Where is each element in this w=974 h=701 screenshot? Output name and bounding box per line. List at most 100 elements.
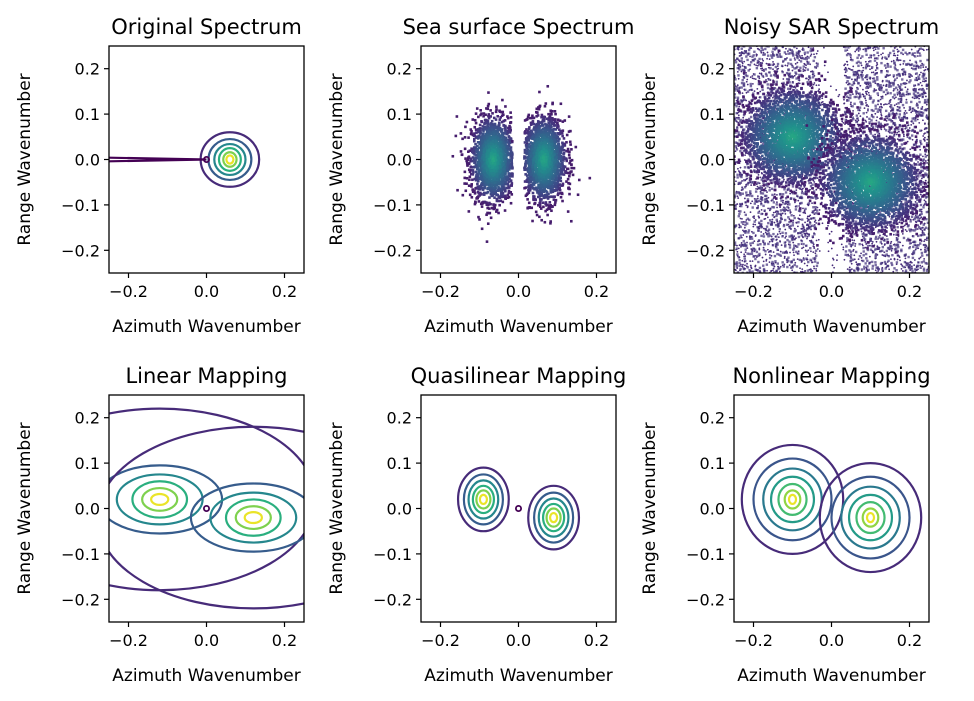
- scatter-point: [495, 108, 498, 111]
- scatter-point: [751, 82, 754, 85]
- scatter-point: [489, 153, 493, 157]
- scatter-point: [562, 159, 565, 162]
- scatter-point: [479, 129, 482, 133]
- scatter-point: [487, 114, 490, 118]
- scatter-point: [476, 137, 480, 140]
- scatter-point: [741, 64, 744, 67]
- scatter-point: [535, 155, 538, 159]
- scatter-point: [487, 176, 491, 179]
- scatter-point: [500, 144, 503, 148]
- scatter-point: [540, 218, 544, 222]
- contour-line: [217, 147, 242, 172]
- scatter-point: [560, 173, 563, 176]
- scatter-point: [910, 48, 913, 51]
- scatter-point: [537, 155, 540, 159]
- scatter-point: [527, 160, 531, 163]
- scatter-point: [784, 228, 787, 231]
- scatter-point: [498, 165, 502, 169]
- scatter-point: [531, 219, 534, 223]
- scatter-point: [460, 153, 464, 157]
- scatter-point: [474, 136, 478, 139]
- scatter-point: [551, 116, 554, 120]
- scatter-point: [753, 215, 755, 218]
- scatter-point: [470, 129, 473, 133]
- scatter-point: [461, 137, 464, 141]
- scatter-point: [892, 54, 895, 57]
- scatter-point: [546, 165, 550, 169]
- scatter-point: [884, 234, 886, 237]
- scatter-point: [470, 183, 474, 186]
- scatter-point: [488, 129, 491, 133]
- scatter-point: [454, 134, 458, 138]
- scatter-point: [465, 159, 468, 163]
- scatter-point: [508, 124, 511, 128]
- scatter-point: [526, 198, 529, 201]
- scatter-point: [479, 192, 483, 196]
- scatter-point: [507, 159, 510, 163]
- scatter-point: [538, 202, 542, 206]
- scatter-point: [526, 180, 529, 183]
- scatter-point: [558, 183, 562, 187]
- scatter-point: [528, 188, 532, 192]
- scatter-point: [480, 151, 484, 154]
- scatter-point: [479, 109, 482, 112]
- scatter-point: [480, 227, 484, 231]
- scatter-point: [558, 177, 561, 180]
- scatter-point: [531, 187, 535, 190]
- scatter-point: [526, 145, 529, 148]
- scatter-point: [480, 112, 483, 115]
- scatter-point: [509, 140, 512, 144]
- scatter-point: [540, 138, 544, 142]
- scatter-point: [473, 192, 477, 195]
- scatter-point: [540, 173, 543, 177]
- scatter-point: [868, 244, 871, 247]
- scatter-point: [570, 158, 574, 162]
- scatter-point: [759, 200, 762, 203]
- scatter-point: [503, 189, 507, 192]
- scatter-point: [546, 163, 550, 167]
- scatter-point: [531, 158, 535, 162]
- scatter-point: [545, 182, 549, 186]
- scatter-point: [495, 130, 499, 133]
- scatter-point: [500, 148, 503, 151]
- scatter-point: [508, 174, 512, 178]
- scatter-point: [832, 145, 834, 148]
- scatter-point: [528, 158, 532, 161]
- scatter-point: [477, 215, 480, 219]
- scatter-point: [877, 54, 880, 57]
- scatter-point: [534, 167, 538, 171]
- scatter-point: [509, 184, 513, 187]
- scatter-point: [562, 148, 566, 152]
- scatter-point: [487, 91, 490, 94]
- scatter-point: [798, 205, 801, 207]
- scatter-point: [523, 157, 526, 160]
- scatter-point: [565, 141, 568, 144]
- x-tick-label: 0.0: [194, 282, 219, 301]
- scatter-point: [483, 185, 487, 188]
- scatter-point: [482, 171, 486, 174]
- scatter-point: [474, 164, 478, 168]
- scatter-point: [553, 141, 557, 144]
- scatter-point: [560, 162, 564, 165]
- scatter-point: [495, 199, 499, 203]
- scatter-point: [815, 239, 818, 242]
- scatter-point: [558, 119, 562, 122]
- scatter-point: [792, 251, 795, 254]
- scatter-point: [766, 248, 769, 251]
- scatter-point: [525, 179, 529, 182]
- scatter-point: [529, 141, 533, 144]
- scatter-point: [546, 129, 550, 132]
- scatter-point: [510, 161, 514, 165]
- scatter-point: [572, 166, 576, 170]
- y-tick-label: 0.0: [387, 151, 412, 170]
- scatter-point: [533, 126, 536, 129]
- scatter-point: [495, 154, 499, 158]
- scatter-point: [541, 201, 545, 204]
- scatter-point: [556, 132, 560, 135]
- scatter-point: [524, 173, 527, 176]
- scatter-point: [501, 143, 505, 147]
- scatter-point: [758, 72, 761, 75]
- scatter-point: [468, 178, 471, 182]
- scatter-point: [817, 238, 820, 241]
- scatter-point: [860, 230, 863, 233]
